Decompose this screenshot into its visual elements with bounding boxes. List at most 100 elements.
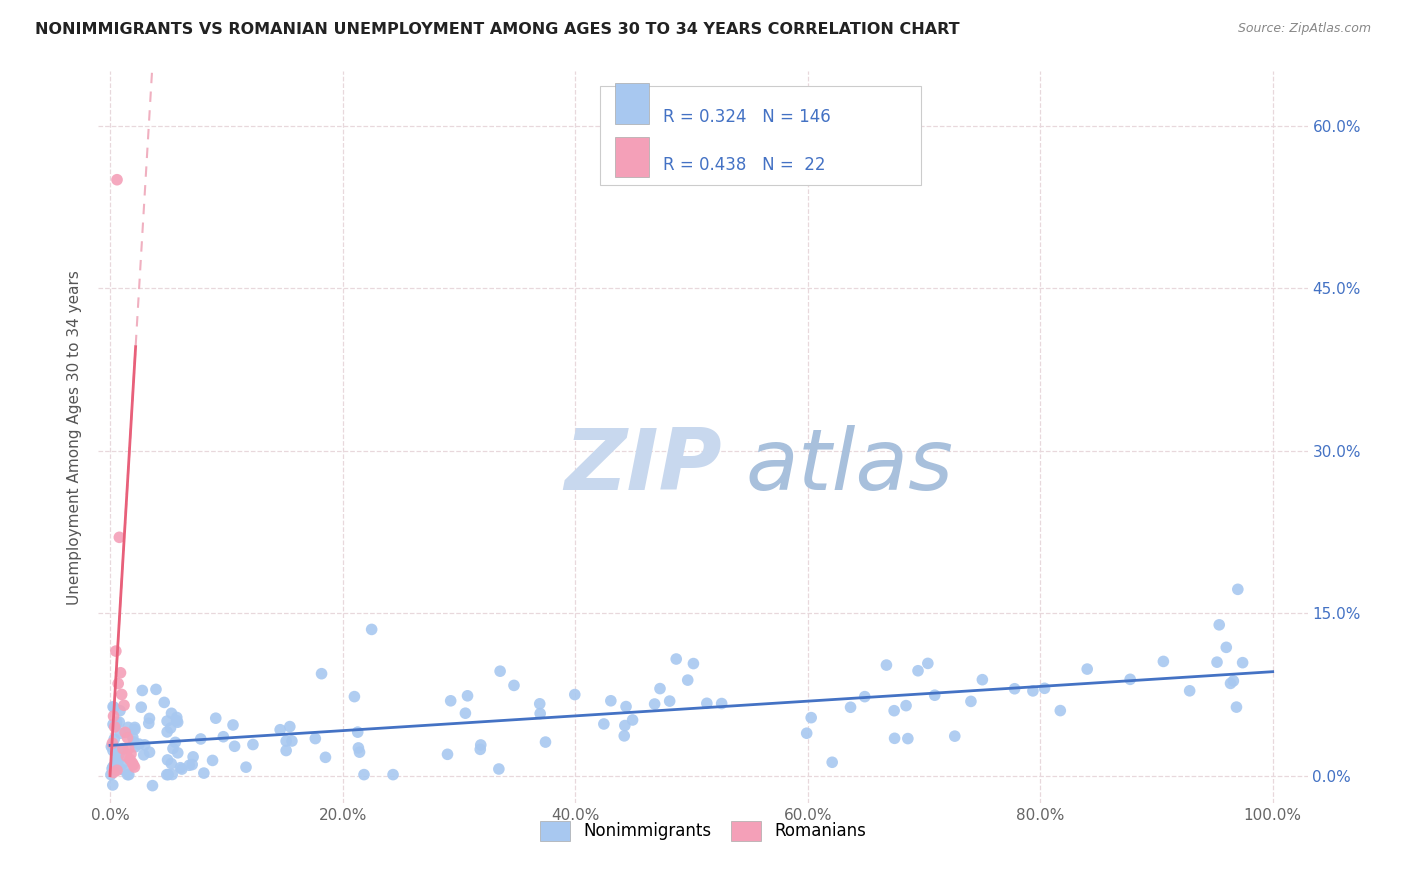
Point xyxy=(1206,655,1229,669)
Point xyxy=(118,752,141,766)
Point xyxy=(156,725,179,739)
Point xyxy=(153,695,176,709)
Point xyxy=(122,757,145,772)
Point xyxy=(101,744,124,758)
Point xyxy=(124,739,146,754)
Point xyxy=(201,753,224,767)
Point xyxy=(897,731,920,746)
Point xyxy=(235,760,257,774)
Point xyxy=(159,721,181,735)
Point xyxy=(104,720,127,734)
Point xyxy=(710,697,733,711)
Point xyxy=(103,765,125,780)
Point xyxy=(800,711,823,725)
Point xyxy=(108,747,131,762)
Point xyxy=(314,750,336,764)
Point xyxy=(122,735,145,749)
Point xyxy=(166,714,188,728)
Point xyxy=(111,741,134,756)
Point xyxy=(118,741,141,756)
Point xyxy=(489,664,512,678)
Point xyxy=(105,717,128,731)
Point xyxy=(470,742,492,756)
Point xyxy=(613,718,636,732)
Point xyxy=(129,700,152,714)
Point xyxy=(644,697,666,711)
Point xyxy=(101,760,124,774)
Point xyxy=(166,715,188,730)
Point xyxy=(156,714,179,728)
Point xyxy=(117,767,139,781)
Point xyxy=(115,749,138,764)
Point xyxy=(190,731,212,746)
Text: atlas: atlas xyxy=(745,425,953,508)
Point xyxy=(100,767,122,781)
Point xyxy=(304,731,326,746)
Point xyxy=(529,697,551,711)
Point xyxy=(276,734,298,748)
Point xyxy=(821,756,844,770)
Point xyxy=(114,725,136,739)
Point xyxy=(121,756,143,770)
Text: NONIMMIGRANTS VS ROMANIAN UNEMPLOYMENT AMONG AGES 30 TO 34 YEARS CORRELATION CHA: NONIMMIGRANTS VS ROMANIAN UNEMPLOYMENT A… xyxy=(35,22,960,37)
Point xyxy=(894,698,917,713)
Point xyxy=(621,713,644,727)
Point xyxy=(110,665,132,680)
Point xyxy=(665,652,688,666)
Point xyxy=(169,761,191,775)
Point xyxy=(156,753,179,767)
Point xyxy=(454,706,477,721)
Point xyxy=(875,658,897,673)
Point xyxy=(564,688,586,702)
Point xyxy=(179,758,201,772)
Point xyxy=(212,730,235,744)
Y-axis label: Unemployment Among Ages 30 to 34 years: Unemployment Among Ages 30 to 34 years xyxy=(67,269,83,605)
Point xyxy=(648,681,671,696)
Point xyxy=(1208,617,1230,632)
Point xyxy=(111,688,134,702)
Point xyxy=(107,676,129,690)
Point xyxy=(141,779,163,793)
Point xyxy=(124,760,146,774)
Text: R = 0.438   N =  22: R = 0.438 N = 22 xyxy=(664,156,825,174)
Point xyxy=(157,767,180,781)
Point xyxy=(103,700,125,714)
Point xyxy=(682,657,704,671)
Point xyxy=(160,767,183,781)
Point xyxy=(103,732,125,747)
Point xyxy=(1222,673,1244,688)
Point xyxy=(101,778,124,792)
Point xyxy=(1219,676,1241,690)
Point xyxy=(103,709,125,723)
Point xyxy=(165,735,187,749)
Point xyxy=(162,741,184,756)
Point xyxy=(105,764,128,778)
Point xyxy=(100,739,122,754)
Point xyxy=(104,644,127,658)
Point xyxy=(349,745,371,759)
Point xyxy=(1049,704,1071,718)
Point xyxy=(222,718,245,732)
Point xyxy=(1119,673,1142,687)
Point xyxy=(883,731,905,746)
Point xyxy=(917,657,939,671)
Point xyxy=(110,726,132,740)
Point xyxy=(276,743,298,757)
Point xyxy=(960,694,983,708)
Point xyxy=(360,623,382,637)
Point xyxy=(160,756,183,771)
Point xyxy=(118,767,141,781)
Point xyxy=(614,699,637,714)
Point xyxy=(117,731,139,745)
Point xyxy=(436,747,458,762)
FancyBboxPatch shape xyxy=(614,83,648,123)
Point xyxy=(101,717,124,731)
Point xyxy=(170,762,193,776)
Point xyxy=(145,682,167,697)
Point xyxy=(796,726,818,740)
Point xyxy=(111,757,134,772)
Point xyxy=(907,664,929,678)
Point xyxy=(599,694,621,708)
Point xyxy=(696,696,718,710)
Point xyxy=(382,767,405,781)
